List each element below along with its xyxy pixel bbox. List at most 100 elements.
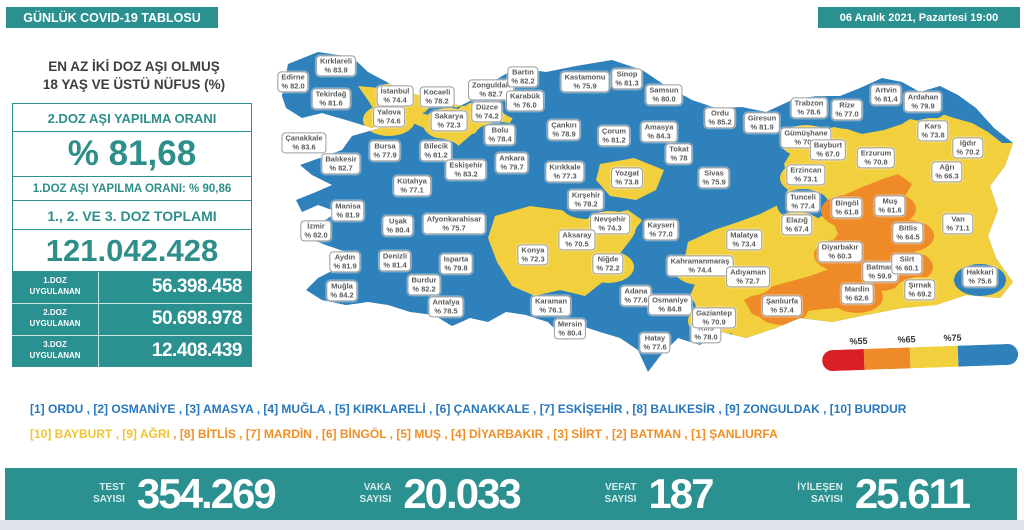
province-label-Ankara: Ankara% 79.7 bbox=[495, 152, 529, 174]
province-name: Manisa bbox=[335, 201, 361, 211]
province-label-Çorum: Çorum% 81.2 bbox=[597, 125, 631, 147]
recovered-count-value: 25.611 bbox=[854, 470, 971, 517]
province-label-Karabük: Karabük% 76.0 bbox=[505, 90, 545, 112]
ranking-item-BALIKESİR: [8] BALIKESİR bbox=[632, 402, 716, 416]
death-count-value: 187 bbox=[648, 470, 714, 517]
province-name: Ardahan bbox=[907, 92, 939, 102]
province-value: % 78.2 bbox=[425, 96, 449, 105]
dose-row-2: 2.DOZ UYGULANAN 50.698.978 bbox=[12, 303, 252, 336]
province-value: % 78.4 bbox=[488, 134, 512, 143]
ranking-separator: , bbox=[112, 427, 123, 441]
province-name: Bolu bbox=[491, 125, 509, 135]
dose2-rate-value: % 81,68 bbox=[12, 131, 252, 177]
province-name: Çanakkale bbox=[285, 133, 323, 143]
province-name: Bayburt bbox=[813, 140, 843, 150]
page-title: GÜNLÜK COVID-19 TABLOSU bbox=[6, 7, 218, 28]
province-label-Trabzon: Trabzon% 78.6 bbox=[790, 97, 828, 119]
ranking-separator: , bbox=[311, 427, 322, 441]
province-name: İstanbul bbox=[380, 86, 410, 96]
province-name: Kastamonu bbox=[564, 72, 606, 82]
province-name: Siirt bbox=[899, 254, 915, 264]
province-label-Gaziantep: Gaziantep% 70.9 bbox=[692, 307, 736, 329]
recovered-label-line1: İYİLEŞEN bbox=[797, 481, 843, 493]
province-value: % 75.6 bbox=[968, 276, 992, 285]
province-value: % 81.9 bbox=[336, 210, 360, 219]
province-name: Malatya bbox=[730, 230, 758, 240]
ranking-item-DİYARBAKIR: [4] DİYARBAKIR bbox=[451, 427, 544, 441]
province-name: Sakarya bbox=[434, 111, 464, 121]
province-label-Tokat: Tokat% 78 bbox=[665, 143, 693, 165]
case-count-label: VAKA SAYISI bbox=[359, 482, 391, 507]
province-name: Giresun bbox=[747, 113, 777, 123]
province-name: Düzce bbox=[475, 102, 499, 112]
province-name: Kahramanmaraş bbox=[670, 256, 730, 266]
ranking-separator: , bbox=[622, 402, 633, 416]
case-count-value: 20.033 bbox=[403, 470, 521, 517]
province-name: Sivas bbox=[704, 168, 724, 178]
stat-group-recovered: İYİLEŞEN SAYISI 25.611 bbox=[797, 470, 971, 518]
province-value: % 75.9 bbox=[573, 81, 597, 90]
province-label-Burdur: Burdur% 82.2 bbox=[407, 274, 441, 296]
province-label-Yozgat: Yozgat% 73.8 bbox=[610, 167, 644, 189]
report-date: 06 Aralık 2021, Pazartesi 19:00 bbox=[818, 7, 1020, 28]
province-value: % 61.8 bbox=[835, 207, 859, 216]
province-value: % 81.2 bbox=[424, 150, 448, 159]
province-value: % 81.4 bbox=[383, 260, 407, 269]
legend-segment-red bbox=[821, 348, 865, 372]
province-value: % 73.8 bbox=[615, 177, 639, 186]
province-name: Kayseri bbox=[647, 220, 675, 230]
province-name: Şanlıurfa bbox=[765, 296, 799, 306]
province-name: Tokat bbox=[669, 144, 689, 154]
ranking-item-BATMAN: [2] BATMAN bbox=[611, 427, 682, 441]
province-label-Malatya: Malatya% 73.4 bbox=[726, 229, 762, 251]
ranking-item-AĞRI: [9] AĞRI bbox=[122, 427, 170, 441]
province-label-İzmir: İzmir% 82.0 bbox=[300, 220, 332, 242]
province-label-Uşak: Uşak% 80.4 bbox=[382, 215, 414, 237]
province-value: % 83.2 bbox=[454, 169, 478, 178]
province-value: % 78.9 bbox=[552, 129, 576, 138]
province-label-Niğde: Niğde% 72.2 bbox=[592, 253, 624, 275]
province-name: Şırnak bbox=[908, 280, 932, 290]
province-name: Karabük bbox=[509, 91, 541, 101]
province-value: % 64.5 bbox=[896, 232, 920, 241]
province-value: % 74.4 bbox=[383, 95, 407, 104]
province-name: Kütahya bbox=[397, 176, 427, 186]
province-value: % 84.3 bbox=[647, 131, 671, 140]
province-name: Niğde bbox=[597, 254, 619, 264]
ranking-separator: , bbox=[175, 402, 186, 416]
province-label-Rize: Rize% 77.0 bbox=[831, 99, 863, 121]
province-value: % 81.3 bbox=[615, 78, 639, 87]
province-value: % 77.0 bbox=[649, 229, 673, 238]
ranking-separator: , bbox=[235, 427, 246, 441]
dose1-label-line2: UYGULANAN bbox=[29, 287, 81, 296]
province-name: Karaman bbox=[534, 296, 568, 306]
province-name: Isparta bbox=[443, 254, 469, 264]
province-value: % 82.7 bbox=[329, 163, 353, 172]
province-value: % 83.6 bbox=[292, 142, 316, 151]
province-value: % 81.2 bbox=[602, 135, 626, 144]
recovered-label-line2: SAYISI bbox=[810, 494, 843, 505]
ranking-item-BAYBURT: [10] BAYBURT bbox=[30, 427, 113, 441]
province-name: Bingöl bbox=[835, 198, 859, 208]
ranking-separator: , bbox=[386, 427, 397, 441]
province-name: Kırklareli bbox=[319, 56, 353, 66]
province-value: % 57.4 bbox=[770, 305, 794, 314]
province-name: Samsun bbox=[649, 85, 679, 95]
test-count-value: 354.269 bbox=[136, 470, 277, 517]
province-name: Burdur bbox=[411, 275, 437, 285]
ranking-item-MUŞ: [5] MUŞ bbox=[396, 427, 442, 441]
province-label-Erzincan: Erzincan% 73.1 bbox=[786, 164, 826, 186]
province-label-Edirne: Edirne% 82.0 bbox=[277, 71, 309, 93]
province-value: % 80.4 bbox=[558, 328, 582, 337]
ranking-item-SİİRT: [3] SİİRT bbox=[553, 427, 602, 441]
bottom-strip bbox=[0, 520, 1024, 530]
province-label-Bitlis: Bitlis% 64.5 bbox=[892, 222, 924, 244]
province-label-Kocaeli: Kocaeli% 78.2 bbox=[419, 86, 455, 108]
province-value: % 74.6 bbox=[377, 116, 401, 125]
province-value: % 69.2 bbox=[908, 289, 932, 298]
province-label-Nevşehir: Nevşehir% 74.3 bbox=[590, 213, 630, 235]
dose2-applied-label: 2.DOZ UYGULANAN bbox=[12, 303, 99, 335]
dose1-rate-line: 1.DOZ AŞI YAPILMA ORANI: % 90,86 bbox=[12, 175, 252, 202]
province-name: Mardin bbox=[844, 284, 870, 294]
province-value: % 82.2 bbox=[511, 76, 535, 85]
